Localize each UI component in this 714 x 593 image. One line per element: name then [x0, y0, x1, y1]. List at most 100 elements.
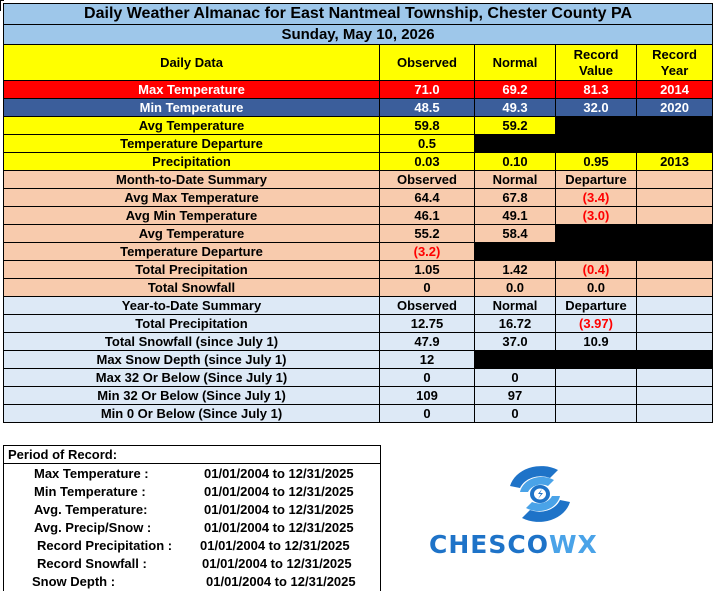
normal-cell: 49.1 — [474, 206, 556, 225]
por-label: Avg. Precip/Snow : — [34, 520, 152, 535]
normal-cell: 0.10 — [474, 152, 556, 171]
blank-cell — [555, 224, 637, 243]
mtd-row: Temperature Departure (3.2) — [3, 242, 714, 261]
record-year-cell: 2013 — [635, 152, 714, 171]
daily-min-temp-row: Min Temperature 48.5 49.3 32.0 2020 — [3, 98, 714, 117]
blank-cell — [555, 368, 637, 387]
logo-text-b: WX — [548, 530, 598, 559]
por-range: 01/01/2004 to 12/31/2025 — [202, 556, 352, 571]
observed-cell: 71.0 — [379, 80, 475, 99]
row-label: Avg Min Temperature — [3, 206, 380, 225]
ytd-header-observed: Observed — [379, 296, 475, 315]
blank-cell — [474, 350, 556, 369]
por-range: 01/01/2004 to 12/31/2025 — [204, 502, 354, 517]
row-label: Total Snowfall — [3, 278, 380, 297]
por-row: Max Temperature : 01/01/2004 to 12/31/20… — [4, 466, 380, 484]
daily-header-normal: Normal — [474, 44, 556, 81]
observed-cell: 0 — [379, 404, 475, 423]
record-value-cell: 81.3 — [555, 80, 637, 99]
row-label: Min 32 Or Below (Since July 1) — [3, 386, 380, 405]
blank-cell — [635, 350, 714, 369]
daily-header-observed: Observed — [379, 44, 475, 81]
almanac: Daily Weather Almanac for East Nantmeal … — [2, 3, 714, 423]
por-label: Avg. Temperature: — [34, 502, 148, 517]
observed-cell: 0.03 — [379, 152, 475, 171]
row-label: Max 32 Or Below (Since July 1) — [3, 368, 380, 387]
almanac-table: Daily Weather Almanac for East Nantmeal … — [2, 3, 714, 423]
row-label: Avg Temperature — [3, 116, 380, 135]
row-label: Total Snowfall (since July 1) — [3, 332, 380, 351]
blank-cell — [635, 116, 714, 135]
blank-cell — [635, 386, 714, 405]
row-label: Temperature Departure — [3, 242, 380, 261]
por-range: 01/01/2004 to 12/31/2025 — [206, 574, 356, 589]
por-row: Avg. Temperature: 01/01/2004 to 12/31/20… — [4, 502, 380, 520]
blank-cell — [635, 314, 714, 333]
normal-cell: 1.42 — [474, 260, 556, 279]
ytd-header-departure: Departure — [555, 296, 637, 315]
logo-text-a: CHESCO — [429, 530, 549, 559]
por-label: Snow Depth : — [32, 574, 116, 589]
ytd-row: Total Precipitation 12.75 16.72 (3.97) — [3, 314, 714, 333]
row-label: Total Precipitation — [3, 314, 380, 333]
por-label: Record Snowfall : — [37, 556, 147, 571]
blank-cell — [555, 242, 637, 261]
observed-cell: 59.8 — [379, 116, 475, 135]
row-label: Max Snow Depth (since July 1) — [3, 350, 380, 369]
por-row: Min Temperature : 01/01/2004 to 12/31/20… — [4, 484, 380, 502]
observed-cell: 0.5 — [379, 134, 475, 153]
ytd-header-normal: Normal — [474, 296, 556, 315]
por-range: 01/01/2004 to 12/31/2025 — [204, 520, 354, 535]
mtd-header-label: Month-to-Date Summary — [3, 170, 380, 189]
por-row: Snow Depth : 01/01/2004 to 12/31/2025 — [4, 574, 380, 592]
mtd-row: Avg Min Temperature 46.1 49.1 (3.0) — [3, 206, 714, 225]
por-row: Record Precipitation : 01/01/2004 to 12/… — [4, 538, 380, 556]
blank-cell — [635, 296, 714, 315]
row-label: Avg Temperature — [3, 224, 380, 243]
departure-cell: (0.4) — [555, 260, 637, 279]
row-label: Avg Max Temperature — [3, 188, 380, 207]
daily-header-record-year: Record Year — [635, 44, 714, 81]
normal-cell: 59.2 — [474, 116, 556, 135]
row-label: Temperature Departure — [3, 134, 380, 153]
daily-max-temp-row: Max Temperature 71.0 69.2 81.3 2014 — [3, 80, 714, 99]
observed-cell: 46.1 — [379, 206, 475, 225]
por-row: Record Snowfall : 01/01/2004 to 12/31/20… — [4, 556, 380, 574]
ytd-row: Total Snowfall (since July 1) 47.9 37.0 … — [3, 332, 714, 351]
blank-cell — [555, 404, 637, 423]
por-range: 01/01/2004 to 12/31/2025 — [204, 466, 354, 481]
observed-cell: 109 — [379, 386, 475, 405]
departure-cell: 0.0 — [555, 278, 637, 297]
record-year-cell: 2014 — [635, 80, 714, 99]
daily-precip-row: Precipitation 0.03 0.10 0.95 2013 — [3, 152, 714, 171]
mtd-row: Total Precipitation 1.05 1.42 (0.4) — [3, 260, 714, 279]
normal-cell: 0 — [474, 404, 556, 423]
daily-header-label: Daily Data — [3, 44, 380, 81]
observed-cell: 0 — [379, 278, 475, 297]
observed-cell: 0 — [379, 368, 475, 387]
almanac-date: Sunday, May 10, 2026 — [2, 24, 714, 45]
observed-cell: 48.5 — [379, 98, 475, 117]
row-label: Precipitation — [3, 152, 380, 171]
observed-cell: 64.4 — [379, 188, 475, 207]
blank-cell — [635, 368, 714, 387]
period-of-record-heading: Period of Record: — [4, 446, 380, 464]
blank-cell — [635, 404, 714, 423]
blank-cell — [555, 386, 637, 405]
mtd-header-departure: Departure — [555, 170, 637, 189]
por-range: 01/01/2004 to 12/31/2025 — [204, 484, 354, 499]
mtd-row: Total Snowfall 0 0.0 0.0 — [3, 278, 714, 297]
blank-cell — [555, 116, 637, 135]
por-range: 01/01/2004 to 12/31/2025 — [200, 538, 350, 553]
normal-cell: 16.72 — [474, 314, 556, 333]
record-value-cell: 32.0 — [555, 98, 637, 117]
row-label: Total Precipitation — [3, 260, 380, 279]
blank-cell — [635, 134, 714, 153]
chescowx-logo: CHESCOWX — [415, 460, 665, 585]
observed-cell: 1.05 — [379, 260, 475, 279]
blank-cell — [635, 206, 714, 225]
ytd-row: Min 0 Or Below (Since July 1) 0 0 — [3, 404, 714, 423]
blank-cell — [635, 224, 714, 243]
normal-cell: 37.0 — [474, 332, 556, 351]
observed-cell: 12 — [379, 350, 475, 369]
